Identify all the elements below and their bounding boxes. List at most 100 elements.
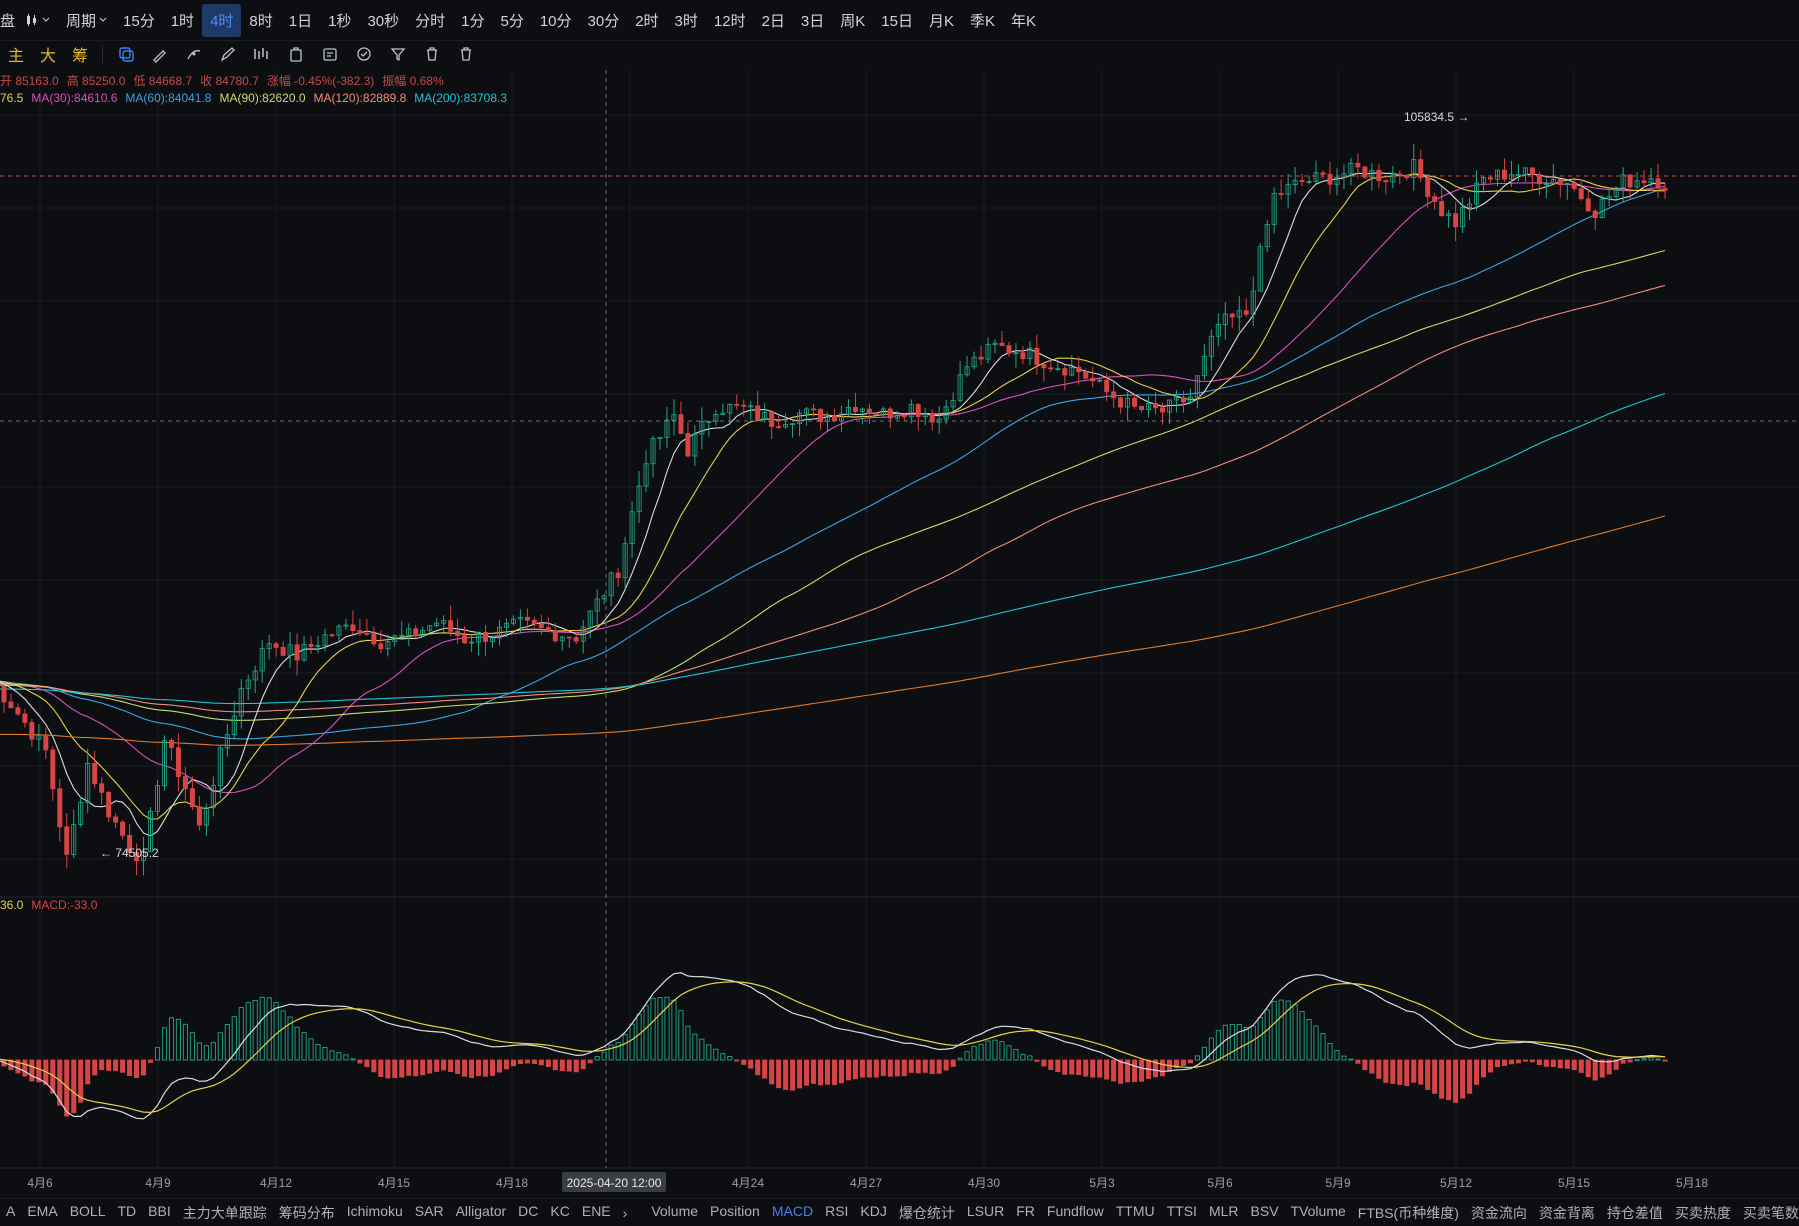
macd-bar: [1334, 1050, 1340, 1061]
candle-body: [657, 436, 663, 439]
sub-indicator-item[interactable]: MLR: [1208, 1202, 1239, 1219]
candle-body: [134, 852, 140, 862]
period-option[interactable]: 8时: [249, 12, 273, 30]
sub-indicator-item[interactable]: 资金背离: [1538, 1204, 1595, 1221]
period-option[interactable]: 1时: [170, 12, 195, 30]
sub-indicator-item[interactable]: 资金流向: [1470, 1204, 1527, 1221]
crosshair-date-label: 2025-04-20 12:00: [567, 1176, 662, 1190]
indicator-toggle[interactable]: 筹: [72, 48, 89, 65]
candle-body: [1474, 182, 1480, 205]
main-indicator-item[interactable]: 主力大单跟踪: [182, 1204, 267, 1221]
brush-icon[interactable]: [150, 44, 170, 64]
candle-body: [1313, 172, 1319, 182]
candle-body: [259, 648, 265, 672]
main-indicator-item[interactable]: DC: [518, 1202, 539, 1219]
measure-icon[interactable]: [286, 44, 306, 64]
candle-body: [1432, 196, 1438, 202]
sub-indicator-item[interactable]: FTBS(币种维度): [1357, 1204, 1459, 1221]
sub-indicator-item[interactable]: MACD: [771, 1202, 814, 1219]
candle-body: [280, 646, 286, 656]
candle-body: [1292, 180, 1298, 185]
period-option[interactable]: 12时: [713, 12, 746, 30]
sub-indicator-item[interactable]: 持仓差值: [1606, 1204, 1663, 1221]
main-indicator-item[interactable]: SAR: [414, 1202, 444, 1219]
candle-body: [64, 826, 70, 855]
period-option[interactable]: 4时: [202, 3, 242, 37]
macd-bar: [469, 1059, 475, 1078]
macd-bar: [1313, 1025, 1319, 1061]
macd-bar: [1460, 1059, 1466, 1099]
lock-icon[interactable]: [320, 44, 340, 64]
macd-bar: [1613, 1059, 1619, 1070]
candle-body: [343, 624, 349, 627]
sub-indicator-item[interactable]: TTMU: [1115, 1202, 1155, 1219]
main-indicator-item[interactable]: ENE: [581, 1202, 611, 1219]
sub-indicator-item[interactable]: 买卖热度: [1674, 1204, 1731, 1221]
period-option[interactable]: 15分: [123, 12, 155, 30]
magnet-icon[interactable]: [388, 44, 408, 64]
sub-indicator-item[interactable]: TTSI: [1166, 1202, 1197, 1219]
filter-icon[interactable]: [422, 44, 442, 64]
period-option[interactable]: 1分: [461, 12, 485, 30]
period-option[interactable]: 季K: [969, 12, 995, 30]
sub-indicator-item[interactable]: LSUR: [966, 1202, 1005, 1219]
main-indicator-item[interactable]: TD: [117, 1202, 137, 1219]
chart-type-selector[interactable]: [17, 7, 58, 33]
candle-body: [1041, 364, 1047, 369]
chevron-down-icon: [99, 17, 107, 22]
sub-indicator-item[interactable]: KDJ: [860, 1202, 887, 1219]
period-option[interactable]: 月K: [928, 12, 954, 30]
indicator-toggle[interactable]: 主: [8, 48, 25, 65]
main-indicator-item[interactable]: 筹码分布: [278, 1204, 335, 1221]
period-option[interactable]: 2时: [635, 12, 659, 30]
period-option[interactable]: 5分: [500, 12, 524, 30]
macd-dif-line: [0, 972, 1666, 1120]
sub-indicator-item[interactable]: 买卖笔数: [1742, 1204, 1799, 1221]
sub-indicator-item[interactable]: Volume: [651, 1202, 699, 1219]
sub-indicator-item[interactable]: RSI: [825, 1202, 849, 1219]
sub-indicator-item[interactable]: FR: [1016, 1202, 1035, 1219]
candle-body: [301, 643, 307, 661]
sub-indicator-item[interactable]: Position: [710, 1202, 760, 1219]
main-indicator-item[interactable]: Alligator: [455, 1202, 507, 1219]
main-indicator-item[interactable]: A: [6, 1202, 16, 1219]
main-indicator-item[interactable]: EMA: [27, 1202, 58, 1219]
copy-icon[interactable]: [116, 44, 136, 64]
period-option[interactable]: 30秒: [367, 12, 400, 30]
period-option[interactable]: 10分: [539, 12, 572, 30]
macd-bar: [196, 1042, 202, 1061]
draw-icon[interactable]: [252, 44, 272, 64]
macd-bar: [1034, 1059, 1040, 1062]
period-option[interactable]: 15日: [881, 12, 913, 30]
period-option[interactable]: 30分: [587, 12, 620, 30]
period-option[interactable]: 分时: [415, 12, 446, 30]
topbar-lead[interactable]: 盘: [0, 12, 16, 30]
sub-indicator-item[interactable]: TVolume: [1290, 1202, 1346, 1219]
main-indicator-item[interactable]: Ichimoku: [346, 1202, 403, 1219]
period-option[interactable]: 周K: [840, 12, 866, 30]
sub-indicator-item[interactable]: Fundflow: [1046, 1202, 1104, 1219]
period-option[interactable]: 1秒: [328, 12, 352, 30]
crosshair-icon[interactable]: [184, 44, 204, 64]
note-icon[interactable]: [354, 44, 374, 64]
trash-icon[interactable]: [456, 44, 476, 64]
period-dropdown[interactable]: 周期: [58, 4, 115, 37]
sub-indicator-item[interactable]: 爆仓统计: [898, 1204, 955, 1221]
main-indicator-item[interactable]: KC: [550, 1202, 570, 1219]
main-indicator-item[interactable]: BOLL: [69, 1202, 106, 1219]
main-indicator-item[interactable]: BBI: [148, 1202, 171, 1219]
pencil-icon[interactable]: [218, 44, 238, 64]
period-option[interactable]: 年K: [1011, 12, 1037, 30]
indicator-toggle[interactable]: 大: [40, 48, 57, 65]
sub-indicator-item[interactable]: BSV: [1250, 1202, 1279, 1219]
candle-body: [1146, 403, 1152, 411]
macd-legend: 36.0 MACD:-33.0: [0, 898, 97, 912]
period-option[interactable]: 3日: [800, 12, 825, 30]
more-arrow[interactable]: ›: [622, 1204, 628, 1221]
period-option[interactable]: 2日: [761, 12, 785, 30]
macd-bar: [475, 1059, 482, 1077]
period-option[interactable]: 1日: [288, 12, 313, 30]
period-option[interactable]: 3时: [674, 12, 698, 30]
macd-bar: [915, 1059, 921, 1074]
